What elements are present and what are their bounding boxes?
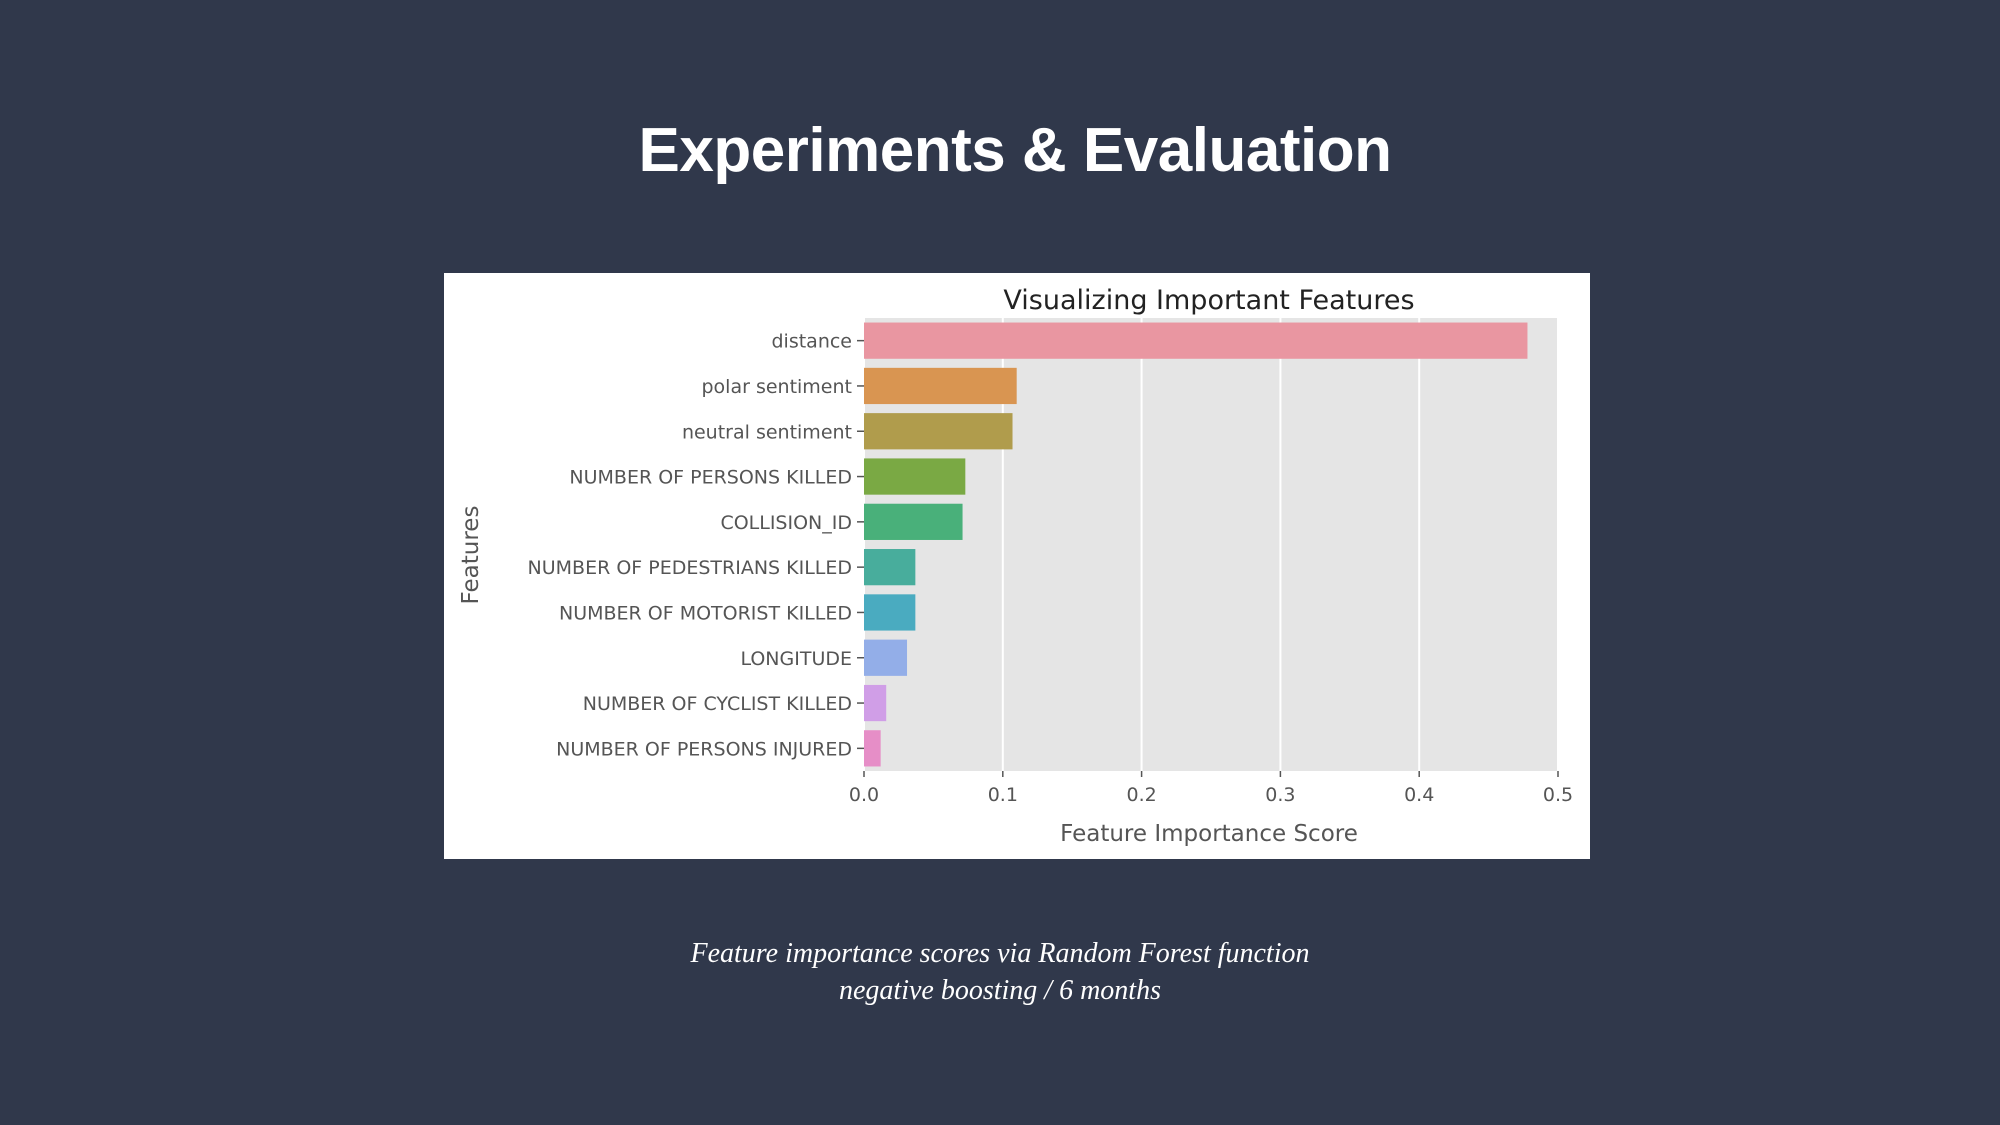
bars	[864, 322, 1528, 767]
x-tick-label: 0.4	[1404, 784, 1434, 806]
bar-polar-sentiment	[864, 367, 1017, 405]
y-tick-label: NUMBER OF MOTORIST KILLED	[559, 602, 852, 624]
chart-card: Visualizing Important Features distance p…	[444, 273, 1590, 859]
caption-line-1: Feature importance scores via Random For…	[690, 938, 1310, 969]
x-axis-label: Feature Importance Score	[1060, 821, 1358, 847]
y-tick-label: NUMBER OF PEDESTRIANS KILLED	[528, 557, 852, 579]
bar-number-of-persons-killed	[864, 458, 966, 495]
chart-title: Visualizing Important Features	[1003, 285, 1414, 316]
x-tick-label: 0.3	[1265, 784, 1295, 806]
caption: Feature importance scores via Random For…	[0, 935, 2000, 1009]
caption-line-2: negative boosting / 6 months	[839, 975, 1161, 1006]
y-tick-label: LONGITUDE	[740, 648, 852, 670]
y-tick-label: polar sentiment	[701, 376, 852, 398]
bar-collision-id	[864, 503, 963, 540]
bar-distance	[864, 322, 1528, 359]
y-tick-label: NUMBER OF PERSONS INJURED	[556, 738, 852, 760]
y-tick-labels: distance polar sentiment neutral sentiment…	[528, 331, 864, 760]
y-tick-label: distance	[771, 331, 852, 353]
x-tick-label: 0.5	[1543, 784, 1573, 806]
bar-longitude	[864, 639, 908, 676]
x-tick-label: 0.0	[849, 784, 879, 806]
bar-neutral-sentiment	[864, 413, 1013, 450]
x-tick-label: 0.2	[1126, 784, 1156, 806]
bar-number-of-persons-injured	[864, 730, 881, 767]
x-tick-labels: 0.0 0.1 0.2 0.3 0.4 0.5	[849, 771, 1573, 806]
y-axis-label: Features	[458, 506, 484, 605]
x-tick-label: 0.1	[988, 784, 1018, 806]
y-tick-label: neutral sentiment	[682, 421, 852, 443]
y-tick-label: NUMBER OF PERSONS KILLED	[569, 467, 852, 489]
bar-number-of-pedestrians-killed	[864, 549, 916, 586]
bar-number-of-motorist-killed	[864, 594, 916, 631]
feature-importance-chart: Visualizing Important Features distance p…	[458, 285, 1573, 847]
bar-number-of-cyclist-killed	[864, 684, 887, 722]
y-tick-label: COLLISION_ID	[720, 512, 852, 534]
slide-title: Experiments & Evaluation	[638, 116, 1392, 185]
y-tick-label: NUMBER OF CYCLIST KILLED	[583, 693, 852, 715]
